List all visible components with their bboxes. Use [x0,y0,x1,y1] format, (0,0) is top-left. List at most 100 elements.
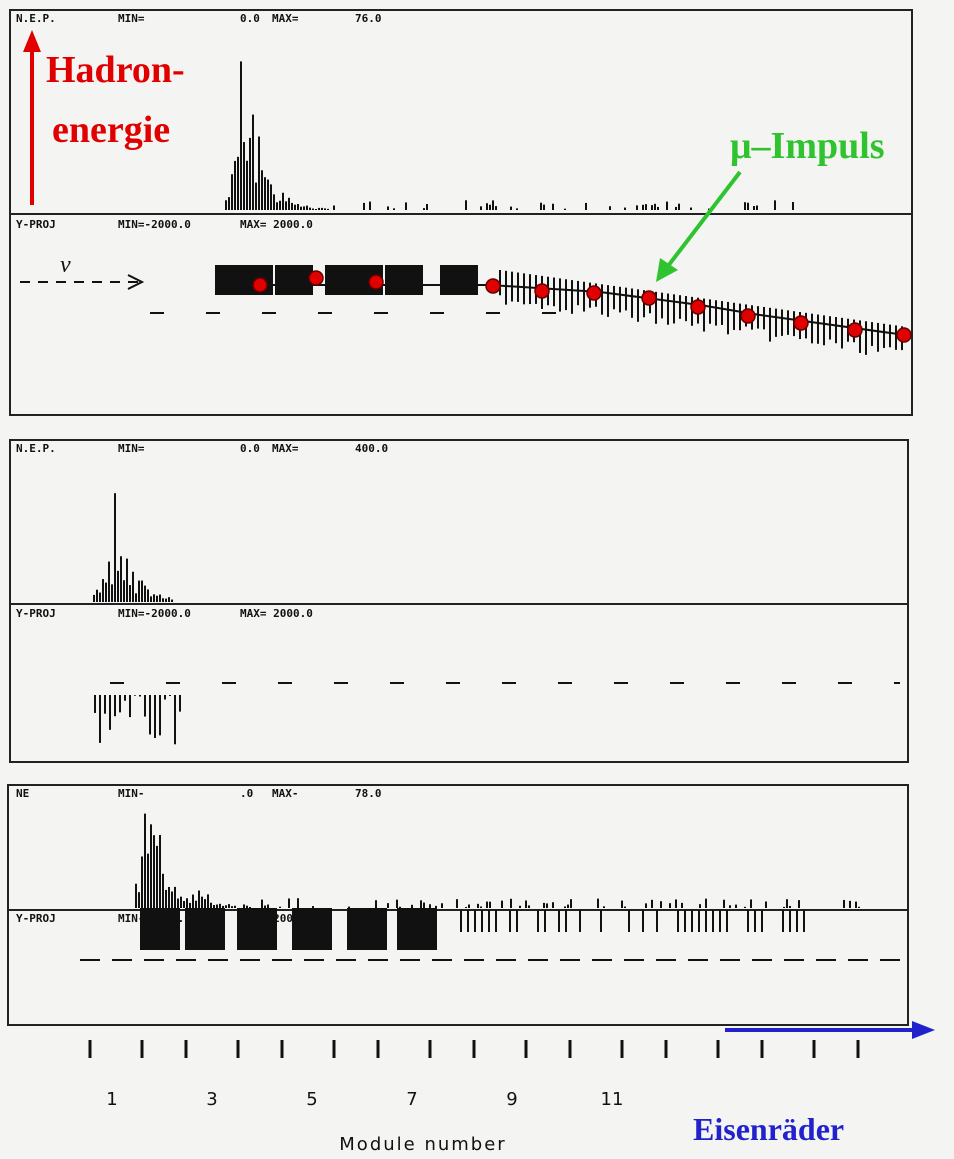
histogram-bar [138,581,140,602]
histogram-bar [168,597,170,602]
histogram-bar [645,204,647,210]
histogram-bar [306,206,308,210]
x-tick-label: 3 [206,1089,217,1110]
histogram-bar [678,204,680,210]
histogram-bar [174,887,176,908]
histogram-bar [171,891,173,908]
muon-point [369,275,383,289]
histogram-bar [156,846,158,908]
histogram-bar [435,906,437,908]
histogram-bar [783,907,785,908]
histogram-bar [495,206,497,210]
histogram-bar [624,208,626,210]
histogram-bar [798,900,800,908]
histogram-bar [270,184,272,210]
histogram-bar [153,594,155,602]
histogram-bar [237,157,239,210]
histogram-bar [315,209,317,210]
histogram-bar [480,206,482,210]
histogram-bar [411,905,413,908]
histogram-bar [423,208,425,210]
header-label: N.E.P. [16,12,56,25]
histogram-bar [261,170,263,210]
histogram-bar [348,907,350,908]
histogram-bar [102,579,104,602]
x-tick-label: 1 [106,1089,117,1110]
histogram-bar [282,193,284,210]
histogram-bar [765,902,767,908]
histogram-bar [288,899,290,908]
histogram-bar [492,200,494,210]
histogram-bar [201,897,203,908]
header-max: 78.0 [355,787,382,800]
histogram-bar [228,197,230,210]
histogram-bar [159,835,161,908]
histogram-bar [147,854,149,908]
histogram-bar [510,899,512,908]
x-axis-label: Module number [339,1134,506,1155]
header-min: MIN=-2000.0 [118,218,191,231]
track-block [235,265,273,295]
histogram-bar [570,899,572,908]
histogram-bar [681,903,683,908]
muon-arrowhead [656,258,678,282]
histogram-bar [150,596,152,602]
histogram-bar [426,204,428,210]
iron-arrowhead [912,1021,935,1039]
histogram-bar [276,202,278,210]
track-block [185,908,225,950]
histogram-bar [564,906,566,908]
histogram-bar [255,183,257,210]
header-max-label: MAX- [272,787,299,800]
header-max: 400.0 [355,442,388,455]
histogram-bar [675,207,677,210]
histogram-bar [858,907,860,908]
track-block [275,265,313,295]
histogram-bar [141,581,143,602]
histogram-bar [129,585,131,602]
histogram-bar [321,208,323,210]
muon-point [486,279,500,293]
histogram-bar [291,203,293,210]
muon-point [535,284,549,298]
histogram-bar [264,906,266,908]
header-max-label: MAX= [272,442,299,455]
iron-label: Eisenräder [693,1111,844,1147]
histogram-bar [243,142,245,210]
histogram-bar [567,905,569,908]
histogram-bar [333,206,335,210]
histogram-bar [690,208,692,210]
histogram-bar [222,906,224,908]
histogram-bar [300,207,302,210]
histogram-bar [231,174,233,210]
histogram-bar [399,907,401,908]
histogram-bar [525,900,527,908]
histogram-bar [387,903,389,908]
histogram-bar [153,835,155,908]
histogram-bar [528,905,530,908]
histogram-bar [480,907,482,908]
histogram-bar [405,202,407,210]
x-tick-label: 11 [601,1089,624,1110]
histogram-bar [231,906,233,908]
track-block [292,908,332,950]
hadron-label: Hadron- [46,49,185,91]
histogram-bar [309,208,311,210]
histogram-bar [465,907,467,908]
histogram-bar [429,904,431,908]
histogram-bar [183,901,185,908]
histogram-bar [675,899,677,908]
histogram-bar [303,206,305,210]
histogram-bar [753,206,755,210]
muon-arrow [668,172,740,266]
histogram-bar [126,559,128,602]
histogram-bar [297,898,299,908]
header-min-label: MIN- [118,787,145,800]
histogram-bar [192,895,194,908]
histogram-bar [123,580,125,602]
header-min: 0.0 [240,12,260,25]
histogram-bar [723,900,725,908]
histogram-bar [189,903,191,908]
histogram-bar [744,202,746,210]
histogram-bar [159,595,161,602]
